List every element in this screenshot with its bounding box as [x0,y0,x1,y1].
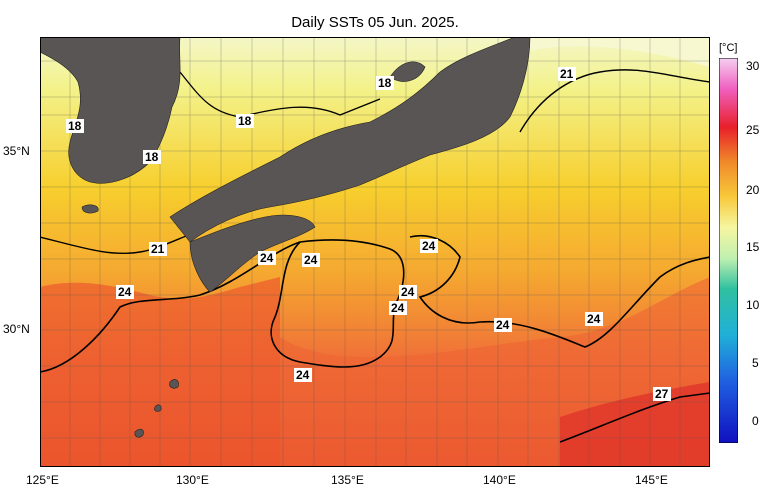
warm-core-southeast [560,382,710,467]
contour-label: 24 [118,285,132,299]
japan-kyushu-shikoku [189,214,316,293]
x-tick: 135°E [331,473,364,487]
contour-labels: 18 18 18 18 21 21 24 24 24 24 24 24 24 2… [66,67,671,401]
colorbar-tick: 5 [752,356,759,370]
japan-honshu [169,37,531,243]
y-tick: 35°N [3,144,30,158]
contour-label: 18 [378,76,392,90]
y-tick: 30°N [3,322,30,336]
contour-label: 24 [587,312,601,326]
contour-label: 18 [68,119,82,133]
ryukyu-islands [134,379,179,438]
map-frame [40,37,710,467]
isotherm-21-west [40,226,211,255]
contour-label: 21 [151,242,165,256]
colorbar-ramp [719,58,738,443]
colorbar-tick: 0 [752,414,759,428]
contour-label: 24 [496,318,510,332]
contour-label: 24 [260,251,274,265]
contour-label: 24 [304,253,318,267]
isotherm-27 [559,392,710,443]
colorbar-tick: 20 [746,183,760,197]
colorbar-tick: 30 [746,59,760,73]
map-title: Daily SSTs 05 Jun. 2025. [291,14,459,31]
colorbar-unit: [°C] [719,42,738,54]
isotherm-24-west [40,241,301,373]
contour-label: 21 [560,67,574,81]
jeju-island [81,204,99,214]
x-tick: 145°E [635,473,668,487]
contour-label: 24 [296,368,310,382]
cool-northeast [510,37,710,67]
contour-label: 18 [145,150,159,164]
korean-peninsula [40,37,181,184]
colorbar-tick: 15 [746,240,760,254]
x-tick: 125°E [26,473,59,487]
contour-label: 18 [238,114,252,128]
x-tick: 130°E [176,473,209,487]
colorbar-tick: 25 [746,123,760,137]
contour-label: 24 [422,239,436,253]
isotherm-24-eddy [270,239,405,368]
land [40,37,531,438]
hokkaido-tip [389,61,426,82]
isotherm-21-east [519,69,710,133]
x-tick: 140°E [483,473,516,487]
colorbar-tick: 10 [746,298,760,312]
contour-label: 24 [401,285,415,299]
sst-map: 18 18 18 18 21 21 24 24 24 24 24 24 24 2… [40,37,710,467]
colorbar [719,58,738,443]
contour-label: 24 [391,301,405,315]
contour-label: 27 [655,387,669,401]
